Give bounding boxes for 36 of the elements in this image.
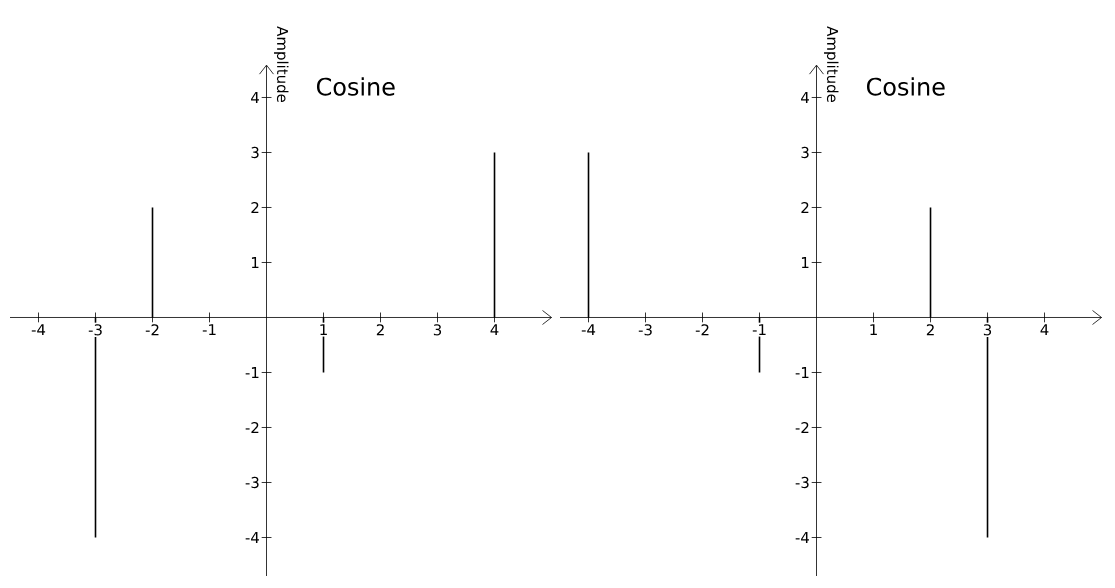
y-tick-label: -2 (795, 421, 809, 434)
x-tick-label: 2 (926, 324, 934, 336)
y-tick-label: 3 (251, 146, 259, 159)
x-tick-label: -4 (581, 324, 596, 336)
chart-title: Cosine (866, 77, 945, 96)
y-tick-label: -1 (245, 367, 259, 378)
x-tick-label: -2 (145, 324, 159, 336)
y-axis-title: Amplitude (824, 26, 839, 102)
y-tick-label: 1 (251, 257, 259, 268)
y-tick-label: -3 (795, 476, 809, 489)
y-tick-label: 3 (801, 146, 809, 159)
y-tick-label: 4 (801, 92, 809, 103)
y-tick-label: -4 (795, 532, 809, 543)
x-tick-label: 4 (1040, 324, 1049, 336)
y-tick-label: -3 (245, 476, 259, 489)
x-tick-label: 1 (320, 324, 327, 336)
x-tick-label: -1 (202, 324, 216, 336)
x-tick-label: 3 (433, 324, 442, 336)
x-tick-label: -1 (752, 324, 766, 336)
x-tick-label: -3 (88, 324, 102, 336)
y-axis-title: Amplitude (274, 26, 289, 102)
x-tick-label: 3 (983, 324, 992, 336)
y-tick-label: 1 (801, 257, 809, 268)
x-tick-label: 2 (376, 324, 384, 336)
x-tick-label: -3 (638, 324, 652, 336)
y-tick-label: 2 (251, 201, 259, 214)
x-tick-label: -2 (695, 324, 709, 336)
chart-title: Cosine (316, 77, 395, 96)
x-tick-label: -4 (31, 324, 46, 336)
x-tick-label: 4 (490, 324, 499, 336)
y-tick-label: -1 (795, 367, 809, 378)
x-tick-label: 1 (870, 324, 877, 336)
y-tick-label: 4 (251, 92, 259, 103)
y-tick-label: -2 (245, 421, 259, 434)
y-tick-label: 2 (801, 201, 809, 214)
y-tick-label: -4 (245, 532, 259, 543)
